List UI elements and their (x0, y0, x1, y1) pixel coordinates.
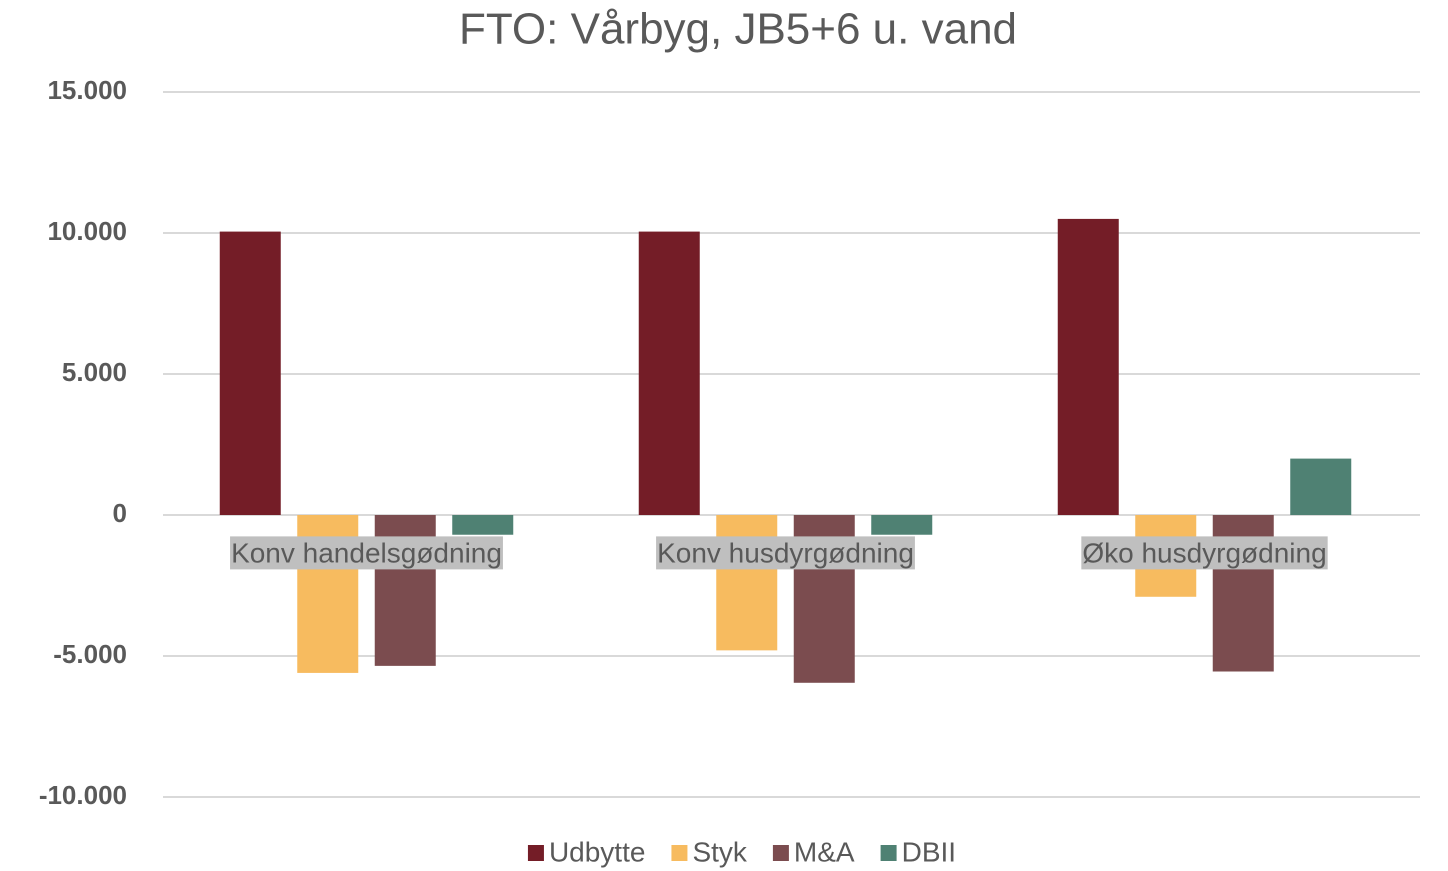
bar (1290, 458, 1352, 515)
legend: Udbytte Styk M&A DBII (527, 836, 956, 867)
y-tick-label: 15.000 (47, 75, 127, 105)
legend-swatch (880, 845, 897, 861)
legend-swatch (772, 845, 789, 861)
bar (1057, 218, 1119, 515)
category-label-bg (1081, 536, 1328, 570)
legend-swatch (527, 845, 544, 861)
y-tick-label: 0 (113, 498, 127, 528)
x-tick-label: Øko husdyrgødning (1082, 537, 1326, 568)
bar (638, 231, 700, 515)
y-tick-label: 5.000 (62, 357, 127, 387)
x-tick-label: Konv husdyrgødning (657, 537, 914, 568)
y-tick-label: -10.000 (39, 780, 127, 810)
legend-label: Styk (692, 836, 747, 867)
x-tick-label: Konv handelsgødning (231, 537, 502, 568)
legend-label: M&A (794, 836, 855, 867)
category-label-bg (656, 536, 915, 570)
bar (871, 515, 933, 535)
y-tick-label: 10.000 (47, 216, 127, 246)
chart-title: FTO: Vårbyg, JB5+6 u. vand (459, 5, 1017, 54)
category-label-bg (230, 536, 503, 570)
category-label-group: Konv handelsgødning (230, 536, 503, 570)
legend-swatch (671, 845, 688, 861)
y-tick-label: -5.000 (53, 639, 127, 669)
bar (219, 231, 281, 515)
legend-label: Udbytte (549, 836, 646, 867)
legend-label: DBII (902, 836, 956, 867)
bar (452, 515, 514, 535)
bar (716, 515, 778, 651)
category-label-group: Øko husdyrgødning (1081, 536, 1328, 570)
category-label-group: Konv husdyrgødning (656, 536, 915, 570)
